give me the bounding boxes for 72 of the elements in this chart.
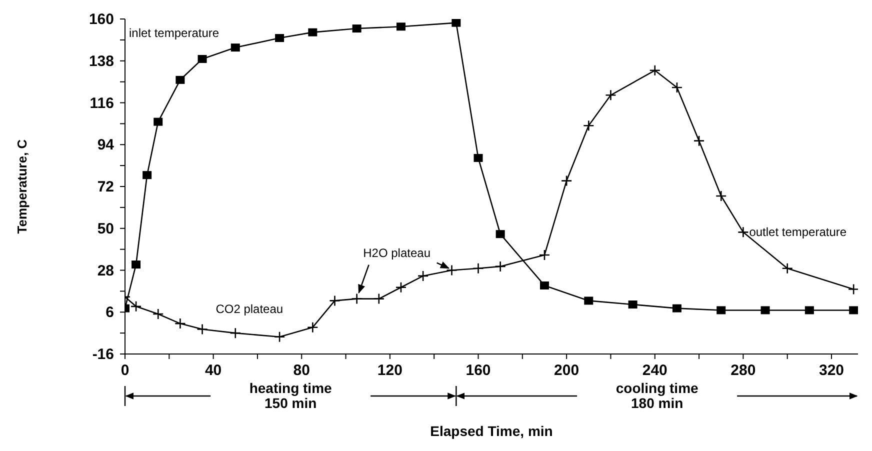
point bbox=[804, 306, 814, 314]
point bbox=[582, 120, 594, 132]
point bbox=[395, 282, 407, 294]
point bbox=[605, 89, 616, 101]
point bbox=[196, 324, 208, 335]
point bbox=[715, 190, 727, 202]
y-tick-label: -16 bbox=[92, 346, 114, 363]
x-tick-label: 120 bbox=[377, 362, 402, 379]
point bbox=[132, 260, 141, 269]
point bbox=[230, 44, 240, 52]
point bbox=[307, 322, 318, 333]
point bbox=[352, 24, 362, 33]
point bbox=[142, 171, 152, 180]
series-label: inlet temperature bbox=[129, 26, 220, 40]
point bbox=[649, 64, 661, 76]
point bbox=[672, 304, 682, 312]
point bbox=[351, 293, 362, 304]
text: heating time 150 min bbox=[249, 380, 332, 411]
annotation: H2O plateau bbox=[363, 246, 431, 260]
point bbox=[176, 76, 185, 84]
x-tick-label: 240 bbox=[642, 362, 668, 379]
point bbox=[396, 22, 406, 31]
y-tick-label: 28 bbox=[97, 262, 114, 280]
point bbox=[738, 226, 749, 238]
point bbox=[849, 306, 858, 314]
point bbox=[538, 249, 550, 261]
point bbox=[628, 300, 638, 309]
text: cooling time 180 min bbox=[616, 380, 699, 411]
point bbox=[198, 54, 207, 63]
x-tick-label: 320 bbox=[818, 362, 844, 379]
point bbox=[496, 230, 505, 238]
point bbox=[329, 295, 340, 306]
x-tick-label: 40 bbox=[204, 362, 222, 379]
y-tick-label: 138 bbox=[88, 52, 114, 70]
annotation: CO2 plateau bbox=[216, 302, 284, 316]
point bbox=[782, 262, 793, 274]
x-tick-label: 160 bbox=[466, 362, 491, 379]
point bbox=[130, 300, 142, 312]
point bbox=[693, 135, 705, 146]
series-label: outlet temperature bbox=[749, 225, 847, 240]
point bbox=[154, 118, 163, 126]
point bbox=[716, 306, 726, 314]
y-tick-label: 116 bbox=[90, 94, 114, 112]
point bbox=[373, 293, 385, 304]
point bbox=[671, 82, 683, 94]
point bbox=[308, 28, 318, 36]
point bbox=[472, 262, 484, 274]
y-tick-label: 160 bbox=[88, 11, 114, 28]
point bbox=[274, 331, 286, 343]
point bbox=[760, 306, 770, 314]
x-tick-label: 280 bbox=[730, 362, 756, 379]
point bbox=[230, 327, 242, 339]
point bbox=[417, 270, 429, 282]
x-tick-label: 0 bbox=[120, 362, 130, 379]
x-tick-label: 200 bbox=[554, 362, 580, 379]
point bbox=[584, 296, 594, 305]
y-tick-label: 72 bbox=[97, 178, 114, 196]
point bbox=[174, 318, 186, 330]
point bbox=[540, 281, 549, 290]
point bbox=[152, 308, 164, 320]
x-tick-label: 80 bbox=[293, 362, 310, 379]
point bbox=[848, 284, 858, 295]
x-axis-title: Elapsed Time, min bbox=[430, 423, 553, 439]
y-tick-label: 94 bbox=[97, 136, 115, 154]
point bbox=[275, 34, 284, 42]
y-axis-title: Temperature, C bbox=[14, 138, 30, 234]
point bbox=[494, 260, 506, 272]
point bbox=[452, 19, 461, 27]
point bbox=[560, 175, 572, 186]
y-tick-label: 50 bbox=[97, 220, 114, 238]
point bbox=[474, 154, 483, 162]
y-tick-label: 6 bbox=[106, 304, 114, 322]
